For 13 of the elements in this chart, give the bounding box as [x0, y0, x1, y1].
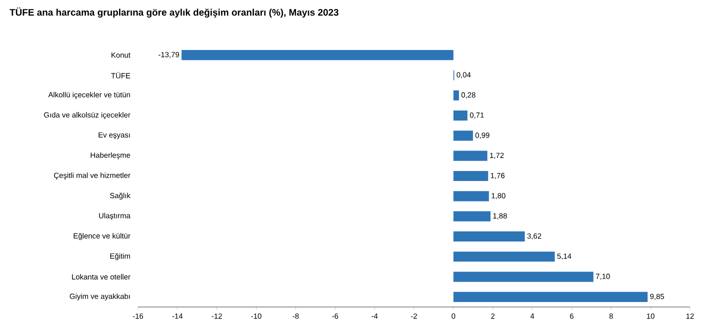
bar [453, 170, 488, 182]
chart-title: TÜFE ana harcama gruplarına göre aylık değişim oranları (%), Mayıs 2023 [10, 8, 338, 18]
bar [182, 50, 454, 60]
bar [453, 231, 525, 242]
bar [453, 150, 488, 161]
bar [453, 292, 648, 302]
bar [453, 110, 468, 121]
bar [453, 90, 459, 100]
bar [453, 191, 489, 202]
bar [453, 130, 473, 141]
bar [453, 252, 555, 262]
bar [453, 211, 490, 222]
bar [453, 272, 594, 282]
